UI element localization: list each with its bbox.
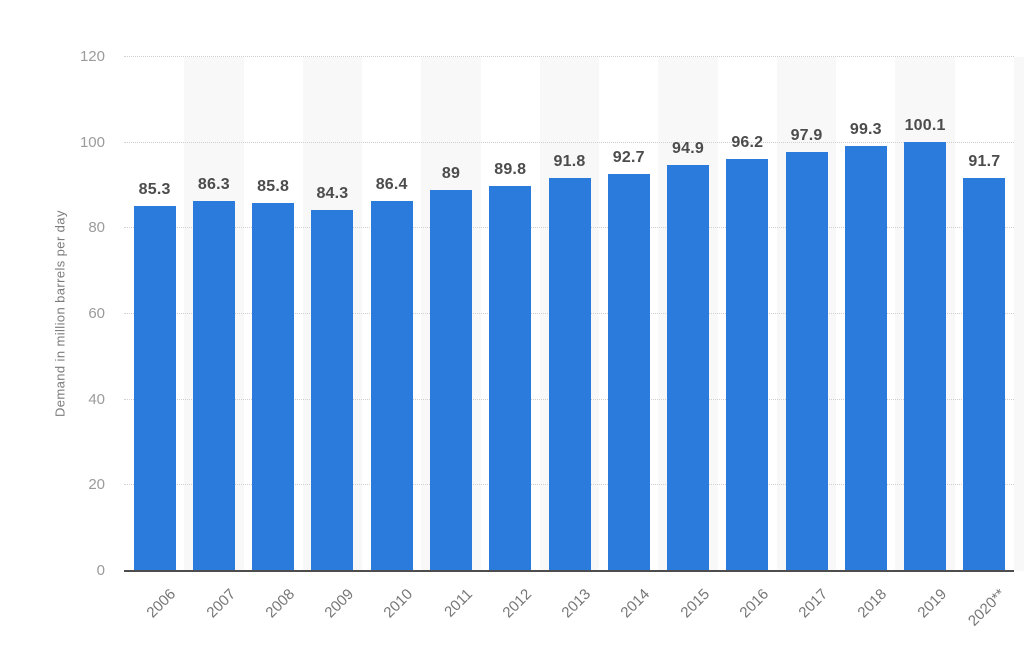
bar-2019[interactable] [904, 142, 947, 571]
y-tick-label: 20 [88, 476, 105, 494]
bar-value-label: 85.3 [138, 180, 171, 198]
bar-2006[interactable] [133, 205, 176, 571]
alt-column-band [1014, 57, 1024, 571]
x-tick-label: 2011 [440, 585, 476, 621]
bar-2017[interactable] [785, 151, 828, 571]
bar-value-label: 92.7 [612, 148, 645, 166]
bar-2008[interactable] [252, 203, 295, 571]
x-tick-label: 2012 [499, 585, 535, 622]
bar-value-label: 91.7 [968, 153, 1001, 171]
bar-2009[interactable] [311, 209, 354, 571]
y-tick-label: 100 [79, 133, 105, 151]
x-tick-label: 2006 [143, 585, 180, 622]
bar-value-label: 86.4 [375, 175, 408, 193]
bar-value-label: 96.2 [731, 133, 764, 151]
x-tick-label: 2018 [854, 585, 891, 622]
bar-value-label: 91.8 [553, 152, 586, 170]
x-tick-label: 2015 [677, 585, 713, 622]
y-tick-label: 40 [88, 390, 105, 408]
bar-value-label: 99.3 [849, 120, 882, 138]
bar-2010[interactable] [370, 200, 413, 571]
bar-2011[interactable] [429, 189, 472, 571]
gridline [124, 141, 1014, 143]
bar-2016[interactable] [726, 158, 769, 571]
x-tick-label: 2020** [965, 585, 1010, 630]
gridline [124, 56, 1014, 57]
bar-value-label: 85.8 [257, 178, 290, 196]
bar-value-label: 89.8 [494, 161, 527, 179]
x-tick-label: 2008 [262, 585, 298, 622]
bar-value-label: 86.3 [197, 176, 230, 194]
x-tick-label: 2017 [795, 585, 832, 622]
bar-2020**[interactable] [963, 178, 1006, 571]
y-tick-label: 80 [88, 219, 105, 237]
bar-2014[interactable] [607, 173, 650, 571]
bar-value-label: 100.1 [904, 117, 946, 135]
bar-value-label: 84.3 [316, 184, 349, 202]
bar-2015[interactable] [667, 164, 710, 571]
x-tick-label: 2007 [203, 585, 239, 622]
bar-value-label: 97.9 [790, 126, 823, 144]
y-tick-label: 0 [96, 562, 105, 579]
x-tick-label: 2010 [380, 585, 417, 622]
x-tick-label: 2014 [617, 585, 654, 622]
y-tick-label: 60 [88, 305, 105, 322]
bar-2013[interactable] [548, 177, 591, 571]
bar-2012[interactable] [489, 186, 532, 571]
bar-value-label: 89 [441, 164, 461, 182]
x-tick-label: 2013 [558, 585, 595, 622]
bar-2007[interactable] [192, 201, 235, 571]
x-tick-label: 2019 [914, 585, 950, 622]
bar-value-label: 94.9 [672, 139, 704, 157]
bar-2018[interactable] [844, 145, 887, 571]
x-tick-label: 2016 [736, 585, 773, 622]
y-tick-label: 120 [79, 48, 105, 65]
x-axis-line [124, 570, 1014, 572]
x-tick-label: 2009 [321, 585, 358, 622]
